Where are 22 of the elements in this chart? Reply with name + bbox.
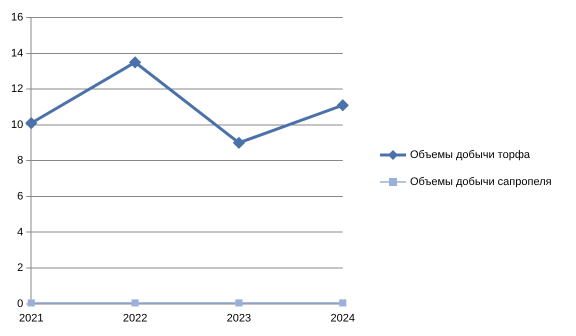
x-tick-label: 2021: [18, 312, 44, 324]
x-tick-label: 2023: [226, 312, 252, 324]
y-tick-label: 6: [17, 190, 24, 203]
point: [235, 299, 242, 306]
y-tick-label: 2: [17, 262, 24, 274]
legend-label: Объемы добычи сапропеля: [410, 176, 552, 188]
y-tick-label: 12: [10, 83, 24, 96]
point: [233, 137, 244, 148]
y-tick-label: 4: [17, 226, 24, 238]
x-tick-label: 2024: [330, 312, 356, 324]
point: [26, 118, 37, 129]
y-tick-label: 10: [10, 118, 24, 131]
y-tick-label: 16: [10, 12, 24, 24]
point: [337, 100, 348, 111]
point: [339, 299, 346, 306]
y-tick-label: 8: [17, 154, 24, 167]
y-tick-label: 14: [10, 47, 24, 60]
point: [132, 299, 139, 306]
legend-label: Объемы добычи торфа: [410, 149, 530, 161]
x-tick-label: 2022: [122, 312, 148, 324]
point: [130, 56, 141, 68]
y-tick-label: 0: [17, 298, 24, 310]
